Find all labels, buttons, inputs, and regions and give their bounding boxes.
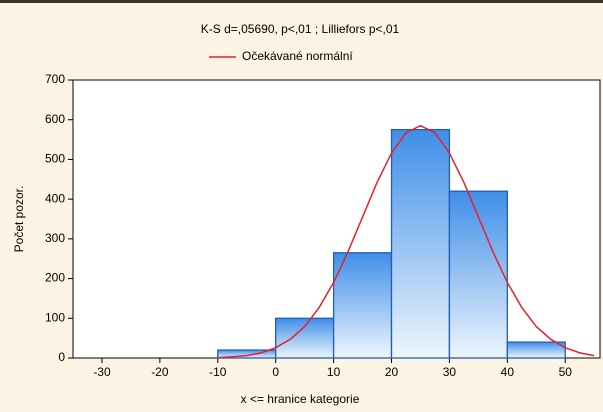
legend-label: Očekávané normální — [242, 49, 353, 63]
chart-title: K-S d=,05690, p<,01 ; Lilliefors p<,01 — [201, 22, 400, 36]
bar — [275, 317, 335, 359]
bar — [332, 252, 393, 359]
x-tick-label: -30 — [93, 365, 111, 379]
top-border — [0, 0, 603, 3]
bar — [390, 128, 451, 359]
x-axis-label: x <= hranice kategorie — [241, 392, 360, 406]
y-tick-label: 700 — [45, 72, 65, 86]
x-tick-label: -10 — [209, 365, 227, 379]
x-tick-label: 10 — [327, 365, 341, 379]
x-tick-label: 20 — [385, 365, 399, 379]
bar — [506, 341, 566, 359]
x-tick-label: 40 — [501, 365, 515, 379]
y-tick-label: 200 — [45, 271, 65, 285]
y-tick-label: 500 — [45, 152, 65, 166]
y-axis-label: Počet pozor. — [12, 186, 26, 253]
y-tick-label: 100 — [45, 310, 65, 324]
y-tick-label: 600 — [45, 112, 65, 126]
y-tick-label: 300 — [45, 231, 65, 245]
x-tick-label: 30 — [443, 365, 457, 379]
y-tick-label: 400 — [45, 191, 65, 205]
x-tick-label: 0 — [272, 365, 279, 379]
bar — [448, 190, 508, 359]
y-tick-label: 0 — [58, 350, 65, 364]
x-tick-label: -20 — [151, 365, 169, 379]
normal-curve — [217, 124, 595, 358]
x-tick-label: 50 — [559, 365, 573, 379]
